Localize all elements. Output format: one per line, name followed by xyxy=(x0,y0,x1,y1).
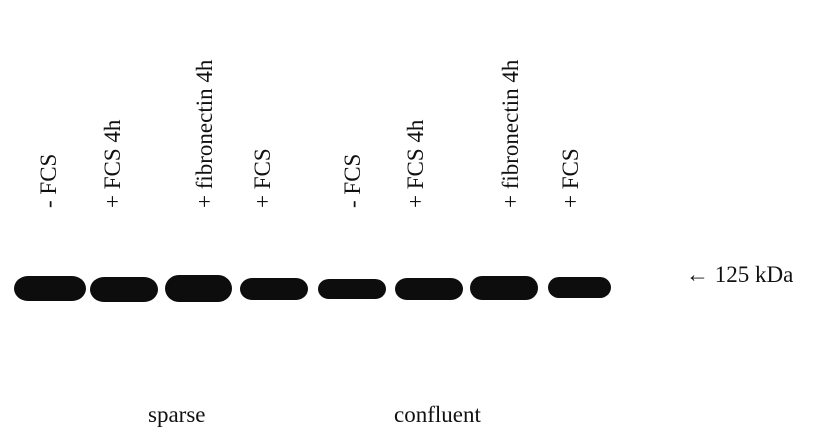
band xyxy=(14,276,86,301)
band xyxy=(90,277,158,302)
band xyxy=(395,278,463,300)
lane-label: - FCS xyxy=(340,154,365,208)
marker-label: ← 125 kDa xyxy=(686,262,793,287)
lane-label: + FCS 4h xyxy=(403,119,428,208)
band xyxy=(240,278,308,300)
lane-label: + fibronectin 4h xyxy=(192,59,217,208)
lane-label: + FCS xyxy=(558,148,583,208)
page: - FCS + FCS 4h + fibronectin 4h + FCS - … xyxy=(0,0,838,432)
lane-labels: - FCS + FCS 4h + fibronectin 4h + FCS - … xyxy=(36,59,583,208)
group-label: sparse xyxy=(148,402,205,427)
lane-label: - FCS xyxy=(36,154,61,208)
lane-label: + FCS 4h xyxy=(100,119,125,208)
band xyxy=(318,279,386,299)
band xyxy=(165,275,232,302)
band xyxy=(548,277,611,298)
group-label: confluent xyxy=(394,402,481,427)
blot-figure: - FCS + FCS 4h + fibronectin 4h + FCS - … xyxy=(0,0,838,432)
lane-label: + FCS xyxy=(250,148,275,208)
bands xyxy=(14,275,611,302)
band xyxy=(470,276,538,300)
lane-label: + fibronectin 4h xyxy=(498,59,523,208)
